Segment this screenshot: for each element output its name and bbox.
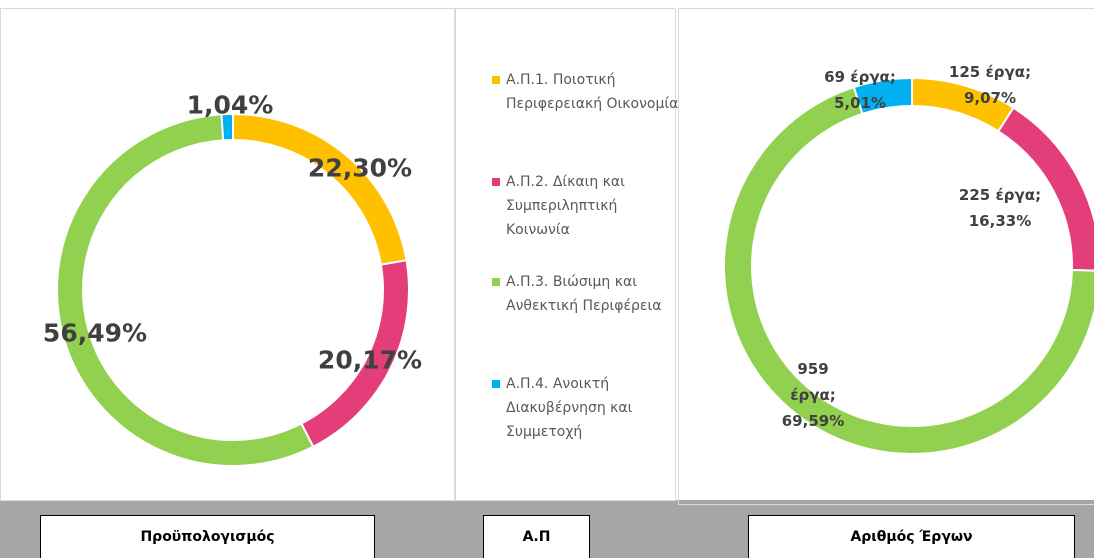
- legend-swatch: [492, 380, 500, 388]
- donut-slice: [220, 112, 234, 142]
- data-label: 22,30%: [307, 153, 413, 183]
- chart-title: Προϋπολογισμός: [40, 515, 375, 558]
- donut-slice: [56, 113, 315, 467]
- data-label: 1,04%: [186, 90, 274, 120]
- legend-item: Α.Π.4. Ανοικτή Διακυβέρνηση και Συμμετοχ…: [492, 372, 681, 444]
- donut-slice: [232, 112, 408, 266]
- donut-slice: [852, 76, 913, 116]
- legend-swatch: [492, 178, 500, 186]
- legend-item: Α.Π.3. Βιώσιμη και Ανθεκτική Περιφέρεια: [492, 270, 681, 318]
- legend-item: Α.Π.1. Ποιοτική Περιφερειακή Οικονομία: [492, 68, 681, 116]
- data-label: 20,17%: [317, 345, 423, 375]
- legend-swatch: [492, 278, 500, 286]
- panel: [678, 8, 1094, 505]
- data-label: 56,49%: [42, 318, 148, 348]
- chart-title: Αριθμός Έργων: [748, 515, 1075, 558]
- data-label: 225 έργα; 16,33%: [958, 186, 1042, 230]
- legend-item: Α.Π.2. Δίκαιη και Συμπεριληπτική Κοινωνί…: [492, 170, 681, 242]
- data-label: 125 έργα; 9,07%: [948, 63, 1032, 107]
- data-label: 69 έργα; 5,01%: [824, 68, 896, 112]
- legend-title: Α.Π: [483, 515, 590, 558]
- legend-swatch: [492, 76, 500, 84]
- panel: [0, 8, 455, 501]
- data-label: 959 έργα; 69,59%: [781, 360, 845, 430]
- donut-slice: [723, 85, 1094, 455]
- panel: [455, 8, 676, 501]
